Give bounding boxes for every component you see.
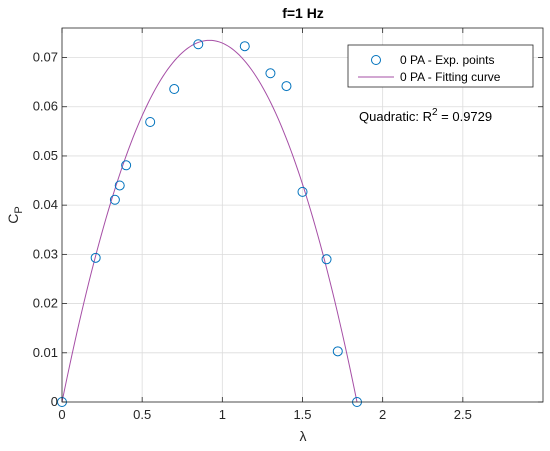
svg-text:CP: CP [5, 206, 25, 223]
exp-points-layer [57, 39, 363, 407]
y-tick-label: 0.01 [33, 345, 58, 360]
y-tick-label: 0.04 [33, 197, 58, 212]
x-tick-label: 2 [379, 407, 386, 422]
y-axis-label-main: C [5, 214, 21, 224]
exp-point-marker [169, 84, 180, 95]
y-axis-label-sub: P [13, 206, 25, 213]
x-axis-label: λ [300, 428, 307, 444]
x-tick-label: 0.5 [133, 407, 151, 422]
y-tick-label: 0.06 [33, 99, 58, 114]
y-tick-labels: 0 0.01 0.02 0.03 0.04 0.05 0.06 0.07 [33, 50, 58, 409]
exp-point-marker [239, 41, 250, 52]
grid [61, 28, 543, 403]
legend-marker-exp-points [371, 55, 381, 65]
exp-point-marker [121, 160, 132, 171]
annotation-suffix: = 0.9729 [438, 109, 493, 124]
exp-point-marker [109, 194, 120, 205]
annotation-prefix: Quadratic: R [359, 109, 432, 124]
x-tick-label: 1.5 [293, 407, 311, 422]
y-tick-label: 0.07 [33, 50, 58, 65]
y-tick-label: 0.03 [33, 246, 58, 261]
x-tick-label: 0 [58, 407, 65, 422]
exp-point-marker [281, 81, 292, 92]
legend-label-exp-points: 0 PA - Exp. points [400, 53, 495, 67]
chart-title: f=1 Hz [282, 5, 324, 21]
x-tick-labels: 0 0.5 1 1.5 2 2.5 [58, 407, 471, 422]
y-tick-label: 0 [51, 394, 58, 409]
y-axis-label: CP [5, 206, 25, 223]
r-squared-annotation: Quadratic: R2 = 0.9729 [359, 107, 492, 124]
exp-point-marker [145, 116, 156, 127]
fitting-curve-layer [61, 39, 358, 403]
x-tick-label: 1 [219, 407, 226, 422]
legend: 0 PA - Exp. points 0 PA - Fitting curve [347, 44, 534, 88]
legend-box [347, 44, 534, 88]
exp-point-marker [114, 180, 125, 191]
y-tick-label: 0.05 [33, 148, 58, 163]
annotation-superscript: 2 [432, 107, 438, 118]
y-tick-label: 0.02 [33, 296, 58, 311]
exp-point-marker [265, 68, 276, 79]
exp-point-marker [321, 254, 332, 265]
legend-label-fitting-curve: 0 PA - Fitting curve [400, 70, 501, 84]
fitting-curve-line [61, 39, 358, 403]
exp-point-marker [193, 39, 204, 50]
axes-frame [61, 27, 544, 403]
exp-point-marker [297, 186, 308, 197]
exp-point-marker [332, 346, 343, 357]
exp-point-marker [90, 252, 101, 263]
x-tick-label: 2.5 [454, 407, 472, 422]
